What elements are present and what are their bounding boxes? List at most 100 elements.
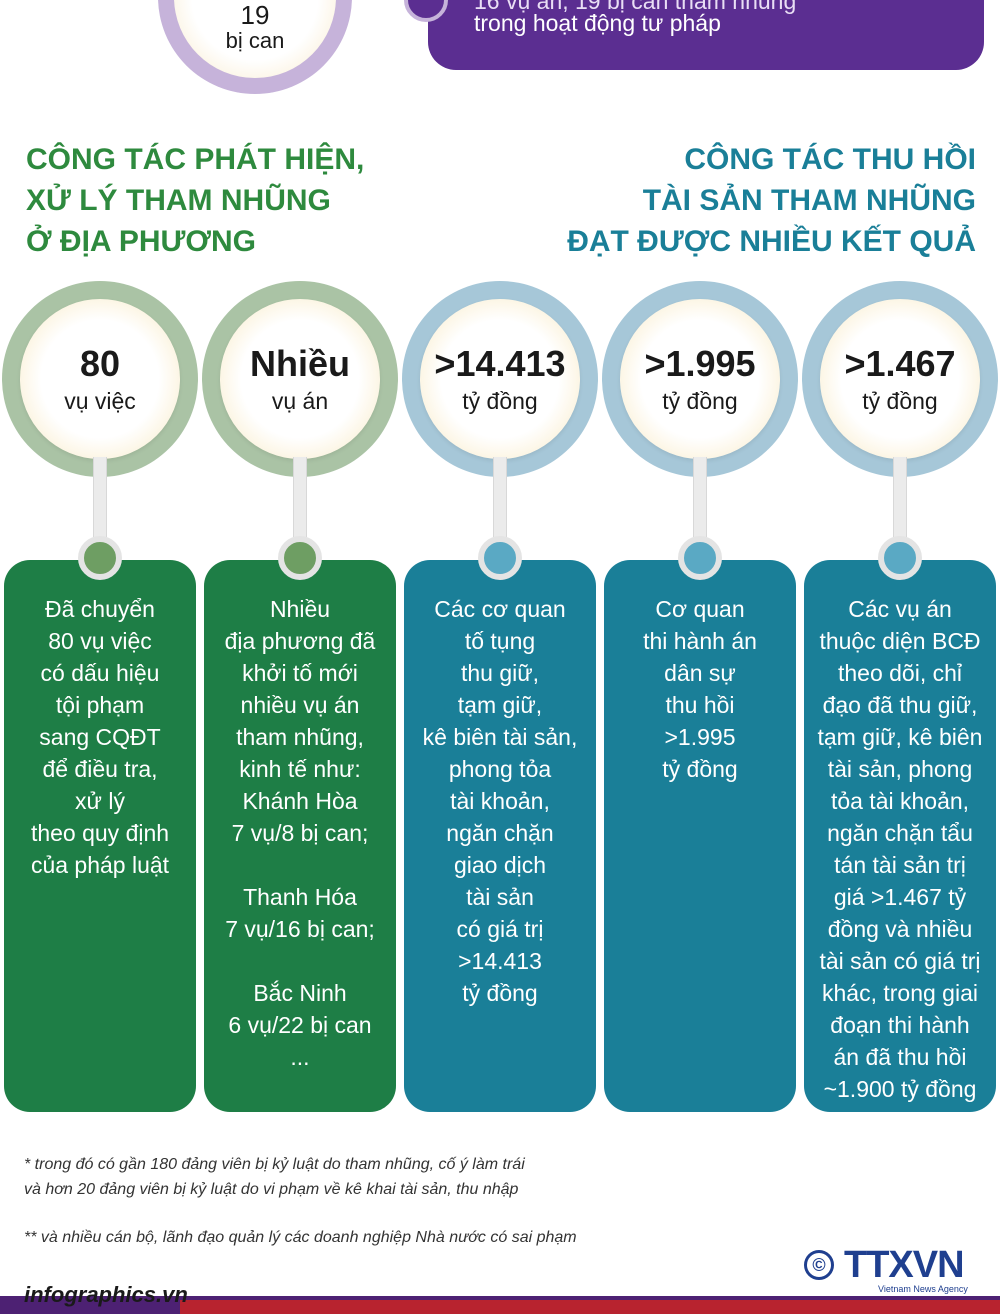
stat-unit: vụ án bbox=[271, 388, 329, 414]
stat-circle bbox=[420, 299, 580, 459]
description-line: tán tài sản trị bbox=[834, 852, 966, 878]
description-line: theo dõi, chỉ bbox=[837, 660, 963, 686]
description-line: tội phạm bbox=[55, 692, 145, 718]
description-line: tỏa tài khoản, bbox=[830, 788, 970, 814]
description-line: tạm giữ, bbox=[457, 692, 543, 718]
footnote-2: ** và nhiều cán bộ, lãnh đạo quản lý các… bbox=[24, 1229, 577, 1246]
description-line: của pháp luật bbox=[30, 852, 170, 878]
description-line: địa phương đã bbox=[224, 628, 376, 654]
stat-value: 80 bbox=[79, 343, 121, 384]
description-line: xử lý bbox=[75, 788, 125, 814]
stat-value: >14.413 bbox=[434, 343, 566, 384]
top-info-line-2: trong hoạt động tư pháp bbox=[474, 10, 721, 36]
description-line: 7 vụ/16 bị can; bbox=[225, 916, 375, 942]
description-line: thu giữ, bbox=[460, 660, 540, 686]
heading-detection: CÔNG TÁC PHÁT HIỆN, XỬ LÝ THAM NHŨNG Ở Đ… bbox=[26, 139, 364, 262]
stat-unit: vụ việc bbox=[64, 388, 136, 414]
stat-column: >1.995 tỷ đồng Cơ quan thi hành án dân sự thu… bbox=[600, 0, 800, 1314]
stat-value: >1.467 bbox=[844, 343, 956, 384]
description-line: thu hồi bbox=[665, 692, 735, 718]
description-line: ngăn chặn bbox=[446, 820, 554, 846]
description-line: đoạn thi hành bbox=[830, 1012, 970, 1038]
description-line: Nhiều bbox=[269, 596, 331, 622]
heading-right-line: CÔNG TÁC THU HỒI bbox=[684, 143, 976, 176]
description-line: phong tỏa bbox=[448, 756, 552, 782]
connector-knob bbox=[278, 536, 322, 580]
top-circle-unit: bị can bbox=[225, 28, 285, 53]
connector-knob bbox=[78, 536, 122, 580]
footer-site-link[interactable]: infographics.vn bbox=[24, 1282, 188, 1307]
connector-stem bbox=[893, 457, 907, 562]
description-line: tạm giữ, kê biên bbox=[817, 724, 983, 750]
description-line: giá >1.467 tỷ bbox=[833, 884, 967, 910]
stat-description-box bbox=[4, 560, 196, 1112]
footer-accent-bar bbox=[180, 1300, 1000, 1314]
description-line: tài khoản, bbox=[450, 788, 550, 814]
description-line: thi hành án bbox=[643, 628, 757, 654]
description-line: tài sản, phong bbox=[827, 756, 973, 782]
description-line: có giá trị bbox=[456, 916, 544, 942]
description-line: tỷ đồng bbox=[462, 980, 538, 1006]
description-line: tố tụng bbox=[464, 628, 536, 654]
stat-description: Nhiều địa phương đã khởi tố mới nhiều vụ án… bbox=[210, 593, 390, 1073]
stat-circle bbox=[20, 299, 180, 459]
description-line: đồng và nhiều bbox=[827, 916, 973, 942]
stat-description: Các cơ quan tố tụng thu giữ, tạm giữ, kê biê… bbox=[410, 593, 590, 1009]
description-line: ~1.900 tỷ đồng bbox=[823, 1076, 977, 1102]
footnote-1-line-1: * trong đó có gần 180 đảng viên bị kỷ lu… bbox=[24, 1156, 525, 1173]
description-line: đạo đã thu giữ, bbox=[822, 692, 978, 718]
description-line: Cơ quan bbox=[655, 596, 745, 622]
heading-left-line: Ở ĐỊA PHƯƠNG bbox=[26, 225, 256, 258]
description-line: Bắc Ninh bbox=[253, 980, 347, 1006]
description-line: Thanh Hóa bbox=[243, 884, 357, 910]
description-line: khác, trong giai bbox=[822, 980, 978, 1006]
description-line: 7 vụ/8 bị can; bbox=[231, 820, 369, 846]
description-line: ngăn chặn tẩu bbox=[827, 820, 973, 846]
description-line bbox=[210, 945, 390, 977]
description-line: Đã chuyển bbox=[45, 596, 155, 622]
description-line: kê biên tài sản, bbox=[422, 724, 578, 750]
description-line: theo quy định bbox=[30, 820, 170, 846]
footnote-1-line-2: và hơn 20 đảng viên bị kỷ luật do vi phạ… bbox=[24, 1181, 519, 1198]
stat-circle bbox=[620, 299, 780, 459]
stat-column: Nhiều vụ án Nhiều địa phương đã khởi tố mới n… bbox=[200, 0, 400, 1314]
top-info-line-1: 16 vụ án, 19 bị can tham nhũng bbox=[474, 0, 797, 14]
description-line: tham nhũng, bbox=[236, 724, 364, 750]
stat-description: Đã chuyển 80 vụ việc có dấu hiệu tội phạm sa… bbox=[10, 593, 190, 881]
connector-stem bbox=[93, 457, 107, 562]
connector-stem bbox=[693, 457, 707, 562]
description-line: thuộc diện BCĐ bbox=[819, 628, 981, 654]
stat-description-box bbox=[804, 560, 996, 1112]
description-line: ... bbox=[290, 1044, 310, 1070]
description-line: dân sự bbox=[664, 660, 736, 686]
description-line: Các cơ quan bbox=[434, 596, 566, 622]
description-line: khởi tố mới bbox=[242, 660, 358, 686]
description-line: >14.413 bbox=[458, 948, 542, 974]
description-line: tài sản bbox=[466, 884, 534, 910]
connector-stem bbox=[293, 457, 307, 562]
copyright-icon: © bbox=[804, 1250, 834, 1280]
stat-description: Cơ quan thi hành án dân sự thu hồi >1.995 tỷ … bbox=[610, 593, 790, 785]
description-line: Khánh Hòa bbox=[242, 788, 358, 814]
stat-circle bbox=[220, 299, 380, 459]
description-line: nhiều vụ án bbox=[240, 692, 360, 718]
stat-circle bbox=[820, 299, 980, 459]
connector-stem bbox=[493, 457, 507, 562]
description-line: Các vụ án bbox=[848, 596, 952, 622]
stat-unit: tỷ đồng bbox=[662, 388, 738, 414]
description-line: giao dịch bbox=[453, 852, 547, 878]
heading-right-line: TÀI SẢN THAM NHŨNG bbox=[642, 184, 976, 217]
stat-unit: tỷ đồng bbox=[862, 388, 938, 414]
top-info-box bbox=[428, 0, 984, 70]
description-line: sang CQĐT bbox=[39, 724, 161, 750]
connector-knob bbox=[678, 536, 722, 580]
heading-asset-recovery: CÔNG TÁC THU HỒI TÀI SẢN THAM NHŨNG ĐẠT … bbox=[567, 139, 976, 262]
stat-column: >1.467 tỷ đồng Các vụ án thuộc diện BCĐ theo… bbox=[800, 0, 1000, 1314]
connector-knob bbox=[478, 536, 522, 580]
agency-logo-subtitle: Vietnam News Agency bbox=[878, 1284, 968, 1294]
heading-left-line: XỬ LÝ THAM NHŨNG bbox=[26, 184, 331, 217]
description-line: 80 vụ việc bbox=[48, 628, 152, 654]
description-line: tỷ đồng bbox=[662, 756, 738, 782]
stat-column: 80 vụ việc Đã chuyển 80 vụ việc có dấu hiệu t… bbox=[0, 0, 200, 1314]
description-line: án đã thu hồi bbox=[833, 1044, 967, 1070]
